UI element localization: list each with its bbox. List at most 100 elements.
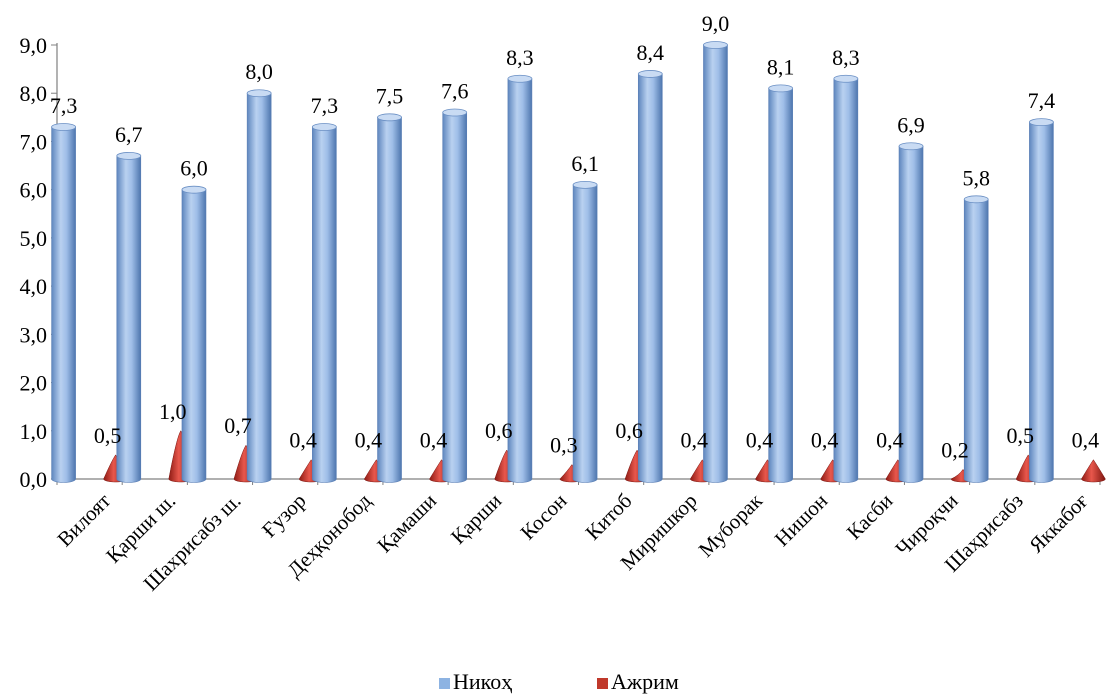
bar-nikoh-top bbox=[768, 84, 794, 93]
y-tick-label: 0,0 bbox=[20, 467, 48, 492]
data-label-ajrim: 0,4 bbox=[1072, 428, 1100, 453]
bar-nikoh-body bbox=[181, 189, 207, 483]
cone-ajrim-body bbox=[1081, 459, 1106, 483]
bar-nikoh-body bbox=[507, 78, 533, 483]
legend-swatch bbox=[597, 678, 608, 689]
bar-nikoh-top bbox=[963, 195, 989, 204]
data-label-ajrim: 0,3 bbox=[550, 433, 578, 458]
bar-nikoh-top bbox=[833, 74, 859, 83]
legend-item: Никоҳ bbox=[439, 669, 512, 694]
bar-nikoh-body bbox=[377, 117, 402, 483]
y-tick-label: 8,0 bbox=[20, 81, 48, 106]
bar-nikoh bbox=[116, 152, 142, 483]
bar-nikoh bbox=[311, 123, 337, 483]
data-label-ajrim: 0,4 bbox=[681, 428, 709, 453]
data-label-nikoh: 7,3 bbox=[311, 93, 339, 118]
data-label-ajrim: 1,0 bbox=[159, 399, 187, 424]
data-label-nikoh: 8,3 bbox=[506, 45, 534, 70]
bar-nikoh-body bbox=[572, 184, 598, 483]
bar-nikoh bbox=[1029, 118, 1054, 483]
data-label-nikoh: 7,3 bbox=[50, 93, 78, 118]
legend-swatch bbox=[439, 678, 450, 689]
y-tick-label: 2,0 bbox=[20, 371, 48, 396]
bar-nikoh-top bbox=[703, 41, 728, 49]
x-category-label: Вилоят bbox=[52, 489, 115, 552]
x-category-label: Касби bbox=[842, 489, 898, 545]
legend-label: Никоҳ bbox=[453, 669, 512, 694]
bar-nikoh-top bbox=[898, 142, 924, 151]
bar-nikoh bbox=[768, 84, 794, 483]
y-tick-label: 6,0 bbox=[20, 178, 48, 203]
data-label-ajrim: 0,7 bbox=[224, 413, 252, 438]
data-labels: 7,3 0,5 6,7 1,0 6,0 0,7 8,0 0,4 7,3 0,4 7,5 0,4 7,6 0… bbox=[50, 11, 1099, 462]
data-label-nikoh: 6,9 bbox=[897, 112, 925, 137]
bar-nikoh-top bbox=[51, 123, 76, 131]
data-label-ajrim: 0,5 bbox=[1006, 423, 1034, 448]
bar-nikoh bbox=[833, 74, 859, 483]
bar-nikoh bbox=[442, 108, 468, 483]
bar-nikoh-body bbox=[1029, 121, 1054, 483]
data-label-nikoh: 6,0 bbox=[180, 156, 208, 181]
y-tick-label: 3,0 bbox=[20, 322, 48, 347]
data-label-nikoh: 8,1 bbox=[767, 54, 795, 79]
x-category-label: Қарши bbox=[446, 489, 506, 549]
y-tick-label: 7,0 bbox=[20, 129, 48, 154]
bar-nikoh bbox=[507, 74, 533, 483]
data-label-ajrim: 0,4 bbox=[355, 428, 383, 453]
x-category-label: Китоб bbox=[581, 489, 637, 545]
bar-nikoh-top bbox=[246, 89, 272, 98]
data-label-nikoh: 7,6 bbox=[441, 79, 469, 104]
data-label-ajrim: 0,4 bbox=[420, 428, 448, 453]
bar-nikoh bbox=[572, 180, 598, 483]
bar-nikoh-top bbox=[637, 70, 663, 78]
y-tick-label: 5,0 bbox=[20, 226, 48, 251]
legend-item: Ажрим bbox=[597, 669, 679, 694]
data-label-nikoh: 7,4 bbox=[1028, 88, 1056, 113]
data-label-ajrim: 0,4 bbox=[746, 428, 774, 453]
data-label-nikoh: 8,0 bbox=[245, 59, 273, 84]
bar-nikoh-top bbox=[311, 123, 337, 131]
data-label-ajrim: 0,4 bbox=[811, 428, 839, 453]
bar-nikoh bbox=[963, 195, 989, 483]
bar-nikoh-top bbox=[507, 74, 533, 83]
bar-nikoh-body bbox=[246, 92, 272, 483]
x-category-label: Қамаши bbox=[372, 489, 441, 558]
bar-nikoh-body bbox=[898, 145, 924, 483]
bar-nikoh bbox=[246, 89, 272, 483]
bar-nikoh-body bbox=[833, 78, 859, 483]
x-category-label: Ғузор bbox=[257, 489, 311, 543]
bar-nikoh-top bbox=[442, 108, 468, 117]
data-label-nikoh: 7,5 bbox=[376, 83, 404, 108]
data-label-nikoh: 8,3 bbox=[832, 45, 860, 70]
bar-nikoh bbox=[898, 142, 924, 483]
bar-nikoh bbox=[377, 113, 402, 483]
bar-nikoh-body bbox=[768, 88, 793, 483]
legend: Никоҳ Ажрим bbox=[439, 669, 679, 694]
y-tick-label: 9,0 bbox=[20, 33, 48, 58]
data-label-ajrim: 0,5 bbox=[94, 423, 122, 448]
y-tick-label: 4,0 bbox=[20, 274, 48, 299]
data-label-ajrim: 0,6 bbox=[485, 418, 513, 443]
x-category-label: Косон bbox=[516, 489, 572, 545]
axes: 0,0 1,0 2,0 3,0 4,0 5,0 6,0 7,0 8,0 9,0 bbox=[20, 33, 1101, 492]
bars bbox=[51, 41, 1106, 483]
data-label-ajrim: 0,2 bbox=[941, 437, 969, 462]
bar-nikoh bbox=[703, 41, 728, 483]
y-tick-label: 1,0 bbox=[20, 419, 48, 444]
bar-nikoh-top bbox=[1029, 118, 1054, 127]
bar-nikoh-top bbox=[116, 152, 142, 160]
bar-nikoh-top bbox=[572, 180, 598, 189]
cone-ajrim bbox=[1081, 459, 1106, 483]
data-label-nikoh: 9,0 bbox=[702, 11, 730, 36]
data-label-nikoh: 5,8 bbox=[962, 165, 990, 190]
data-label-nikoh: 6,7 bbox=[115, 122, 143, 147]
x-category-label: Муборак bbox=[694, 488, 768, 562]
bar-nikoh-body bbox=[116, 155, 142, 483]
data-label-nikoh: 8,4 bbox=[637, 40, 665, 65]
bar-nikoh-body bbox=[312, 126, 337, 483]
data-label-nikoh: 6,1 bbox=[571, 151, 599, 176]
bar-nikoh-top bbox=[377, 113, 402, 122]
x-category-label: Яккабоғ bbox=[1024, 488, 1093, 557]
